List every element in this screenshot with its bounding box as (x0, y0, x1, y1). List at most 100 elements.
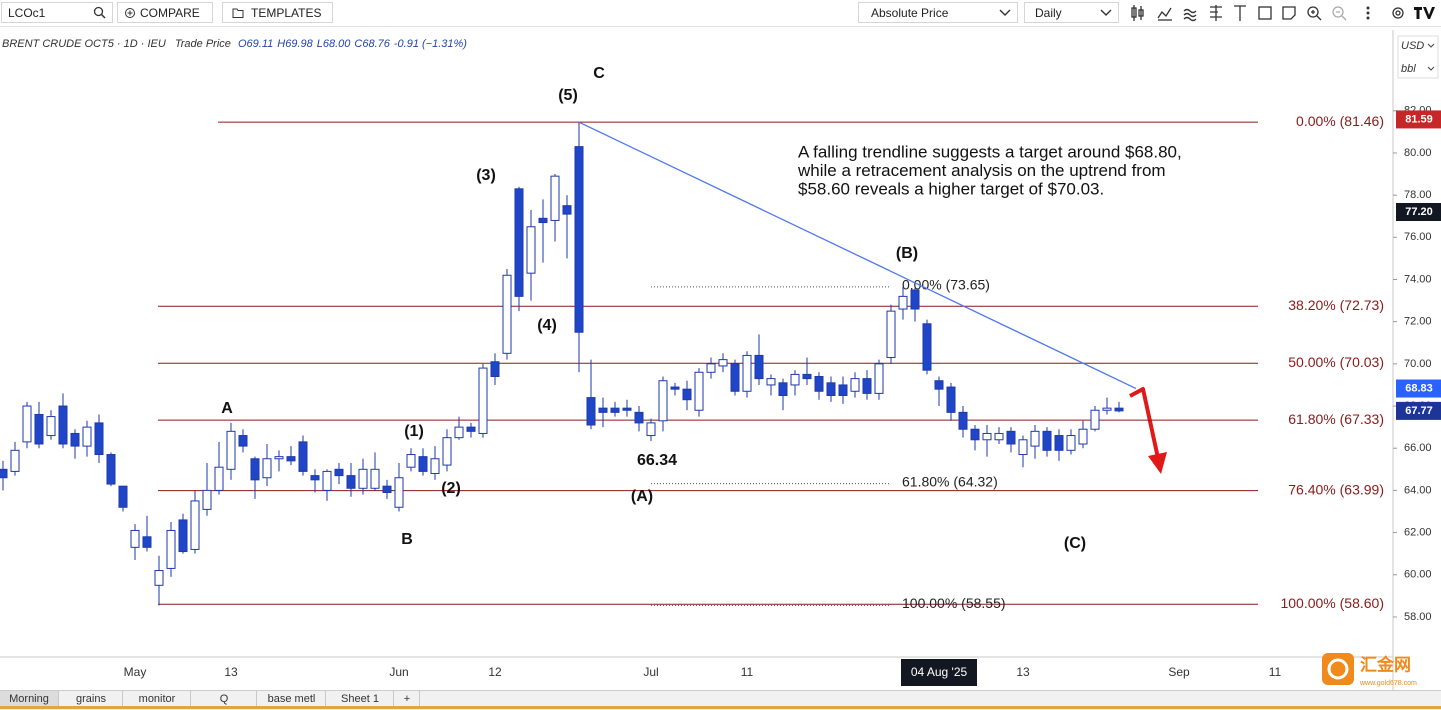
x-tick-label: 13 (1016, 665, 1030, 679)
candle-body (418, 456, 428, 472)
candle-body (766, 378, 776, 386)
candle-body (310, 475, 320, 481)
trendline (578, 121, 1137, 390)
price-badge-label: 77.20 (1405, 206, 1433, 218)
candle-body (694, 371, 704, 411)
interval[interactable]: Daily (1035, 5, 1062, 20)
annotation: A falling trendline suggests a target ar… (797, 142, 1182, 198)
sheet-tab[interactable]: Sheet 1 (327, 691, 394, 707)
candle-body (874, 363, 884, 394)
sheet-tab[interactable]: grains (60, 691, 123, 707)
candle-body (610, 407, 620, 413)
sheet-tab[interactable]: Morning (0, 691, 59, 707)
sheet-tab[interactable]: base metl (258, 691, 326, 707)
y-tick-label: 72.00 (1404, 316, 1432, 328)
x-tick-label: 11 (741, 665, 754, 679)
candle-body (22, 405, 32, 443)
compare-button[interactable]: COMPARE (117, 2, 213, 23)
sheet-tab[interactable]: + (395, 691, 420, 707)
candle-body (586, 397, 596, 426)
tab-underline (0, 706, 1441, 709)
x-tick-label: 13 (224, 665, 238, 679)
templates-button[interactable]: TEMPLATES (222, 2, 333, 23)
candle-body (10, 449, 20, 472)
readout-value: H69.98 (277, 38, 313, 50)
settings-icon[interactable] (1392, 7, 1404, 19)
candle-body (1114, 407, 1124, 412)
symbol[interactable]: LCOc1 (8, 5, 46, 20)
zoom-in-icon[interactable] (1307, 6, 1322, 21)
toolbar: LCOc1 COMPARE TEMPLATES Absolute Price D… (0, 0, 1441, 27)
legend-header: BRENT CRUDE OCT5 · 1D · IEU Trade Price … (2, 38, 467, 50)
annotation-line: while a retracement analysis on the uptr… (797, 161, 1166, 180)
candle-body (826, 382, 836, 396)
indicator-icon[interactable] (1157, 7, 1172, 21)
y-tick-label: 60.00 (1404, 569, 1432, 581)
readout-value: C68.76 (354, 38, 390, 50)
fib-label: 0.00% (81.46) (1296, 113, 1384, 129)
more-icon[interactable] (1366, 6, 1370, 20)
readout-value: O69.11 (237, 38, 274, 50)
y-tick-label: 58.00 (1404, 611, 1432, 623)
currency[interactable]: USD (1401, 40, 1424, 52)
watermark-logo-mark (1327, 658, 1349, 680)
compare-label[interactable]: COMPARE (140, 5, 200, 20)
candle-body (1054, 435, 1064, 451)
symbol-search[interactable]: LCOc1 (1, 2, 113, 23)
unit[interactable]: bbl (1401, 63, 1416, 75)
templates-label[interactable]: TEMPLATES (251, 5, 322, 20)
readout-value: -0.91 (−1.31%) (393, 38, 467, 50)
candle-body (190, 500, 200, 550)
interval-dropdown[interactable]: Daily (1024, 2, 1119, 23)
wave-label: A (221, 400, 233, 417)
wave-label: (2) (441, 480, 461, 497)
unit-box: USD bbl (1397, 35, 1439, 79)
shape-icon[interactable] (1258, 6, 1272, 20)
candle-body (514, 188, 524, 297)
wave-label: (B) (896, 245, 918, 262)
readout: O69.11 H69.98 L68.00 C68.76 -0.91 (−1.31%) (234, 38, 467, 50)
candle-body (538, 217, 548, 224)
candle-body (526, 226, 536, 274)
note-icon[interactable] (1282, 6, 1296, 20)
price-mode-dropdown[interactable]: Absolute Price (858, 2, 1018, 23)
candle-body (658, 380, 668, 422)
price-badge (1396, 401, 1441, 420)
caret (1100, 9, 1112, 16)
candle-body (1078, 428, 1088, 445)
x-tick-label: 04 Aug '25 (911, 665, 968, 679)
sheet-tab[interactable]: monitor (124, 691, 191, 707)
candle-body (250, 458, 260, 481)
candle-body (214, 466, 224, 491)
candle-body (646, 422, 656, 437)
wave-label: B (401, 531, 413, 548)
candle-body (670, 386, 680, 390)
levels-icon[interactable] (1210, 5, 1222, 21)
price-badge-label: 67.77 (1405, 405, 1433, 417)
candle-body (238, 435, 248, 447)
wave-icon[interactable] (1183, 8, 1197, 22)
watermark-name: 汇金网 (1360, 654, 1411, 674)
text-icon[interactable] (1234, 5, 1246, 21)
caret (999, 9, 1011, 16)
currency-caret (1427, 43, 1435, 48)
price-badge (1396, 110, 1441, 129)
zoom-out-icon[interactable] (1332, 6, 1347, 21)
candle-body (934, 380, 944, 390)
brand-icon (1414, 7, 1435, 19)
candle-body (46, 416, 56, 437)
candle-body (850, 378, 860, 392)
sheet-tab[interactable]: Q (192, 691, 257, 707)
x-tick-label: Sep (1168, 665, 1190, 679)
candle-body (334, 468, 344, 477)
price-mode[interactable]: Absolute Price (871, 5, 949, 20)
candle-icon[interactable] (1131, 5, 1144, 21)
candle-body (814, 376, 824, 392)
price-badge-label: 81.59 (1405, 113, 1433, 125)
search-icon (93, 6, 106, 19)
candle-body (946, 386, 956, 413)
candle-body (166, 529, 176, 569)
candle-body (910, 289, 920, 310)
candle-body (970, 428, 980, 441)
y-tick-label: 70.00 (1404, 358, 1432, 370)
